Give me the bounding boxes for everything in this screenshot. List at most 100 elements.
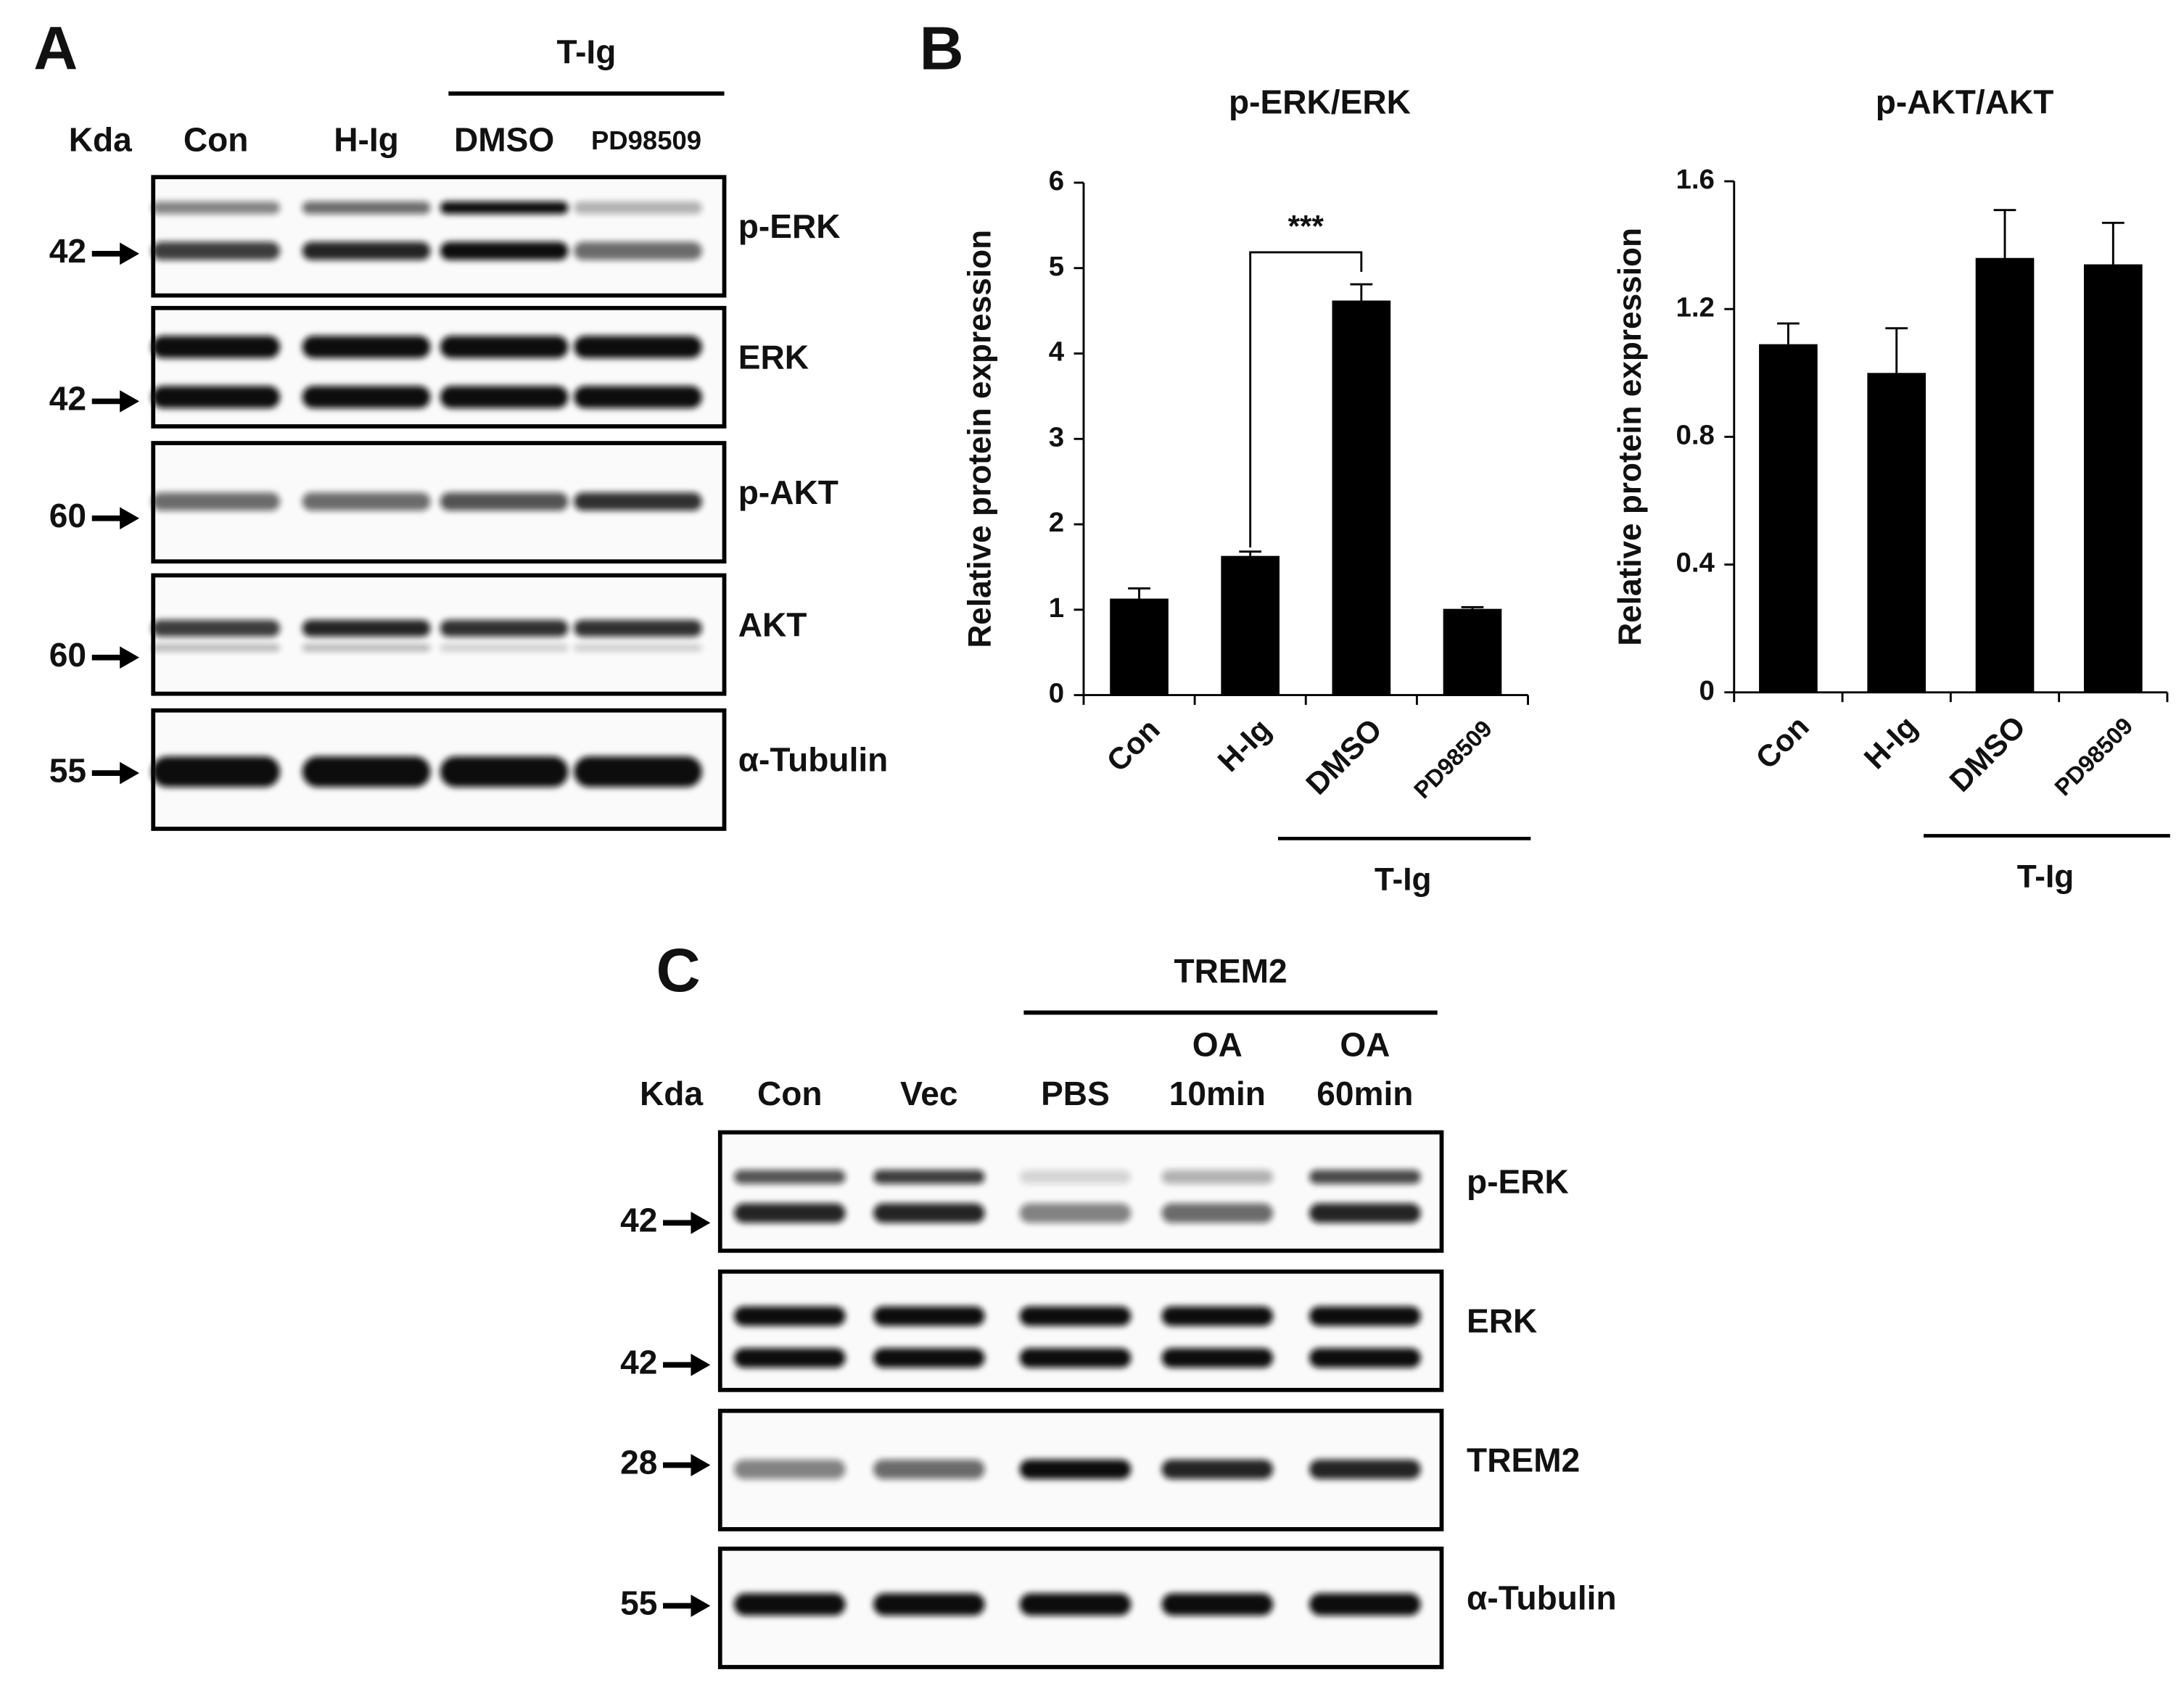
bar — [2083, 264, 2143, 692]
blot-band — [440, 241, 569, 260]
marker-size: 55 — [620, 1584, 657, 1622]
lane-label: PD98509 — [591, 125, 701, 155]
blot-band — [1161, 1459, 1274, 1479]
blot-band — [1309, 1306, 1421, 1326]
blot-band — [152, 201, 280, 215]
group-label: T-Ig — [2017, 859, 2074, 895]
group-label: T-Ig — [1375, 862, 1431, 898]
chart-title: p-AKT/AKT — [1876, 83, 2054, 121]
y-axis-title: Relative protein expression — [962, 230, 997, 648]
blot-band — [302, 241, 431, 260]
blot-band — [1161, 1306, 1274, 1326]
blot-band — [152, 241, 280, 260]
blot-strip — [717, 1408, 1444, 1531]
kda-label: Kda — [640, 1075, 703, 1112]
kda-label: Kda — [69, 120, 132, 158]
marker-size: 60 — [49, 636, 86, 674]
y-tick-label: 2 — [1049, 507, 1064, 538]
bar — [1759, 344, 1818, 692]
blot-band — [574, 756, 702, 787]
blot-band — [440, 492, 569, 511]
bar — [1110, 598, 1169, 695]
blot-band — [1161, 1348, 1274, 1368]
panel-letter: C — [656, 936, 701, 1004]
group-label: TREM2 — [1174, 952, 1287, 990]
blot-band — [1019, 1203, 1132, 1223]
y-tick-label: 3 — [1049, 421, 1064, 452]
error-bar — [1777, 322, 1800, 344]
row-label: ERK — [1467, 1302, 1537, 1340]
error-bar — [1461, 605, 1484, 609]
y-tick-label: 5 — [1049, 251, 1064, 282]
marker-size: 42 — [620, 1202, 657, 1239]
blot-band — [152, 492, 280, 511]
row-label: p-ERK — [1467, 1163, 1569, 1201]
panel-letter: B — [920, 15, 964, 83]
blot-band — [302, 201, 431, 215]
y-tick-label: 0 — [1049, 678, 1064, 709]
blot-band — [574, 644, 702, 652]
blot-band — [574, 492, 702, 511]
lane-label: Vec — [900, 1075, 957, 1112]
blot-band — [873, 1170, 985, 1184]
blot-band — [1161, 1593, 1274, 1616]
blot-band — [1309, 1170, 1421, 1184]
blot-band — [1161, 1203, 1274, 1223]
marker-arrow-head — [120, 646, 140, 669]
significance-label: *** — [1288, 209, 1324, 243]
bar — [1975, 257, 2035, 692]
blot-band — [440, 756, 569, 787]
row-label: AKT — [738, 605, 807, 643]
error-bar — [1350, 283, 1373, 301]
blot-strip — [717, 1546, 1444, 1669]
error-bar — [1128, 587, 1150, 599]
blot-band — [733, 1170, 846, 1184]
blot-frame — [151, 305, 727, 429]
group-label: T-Ig — [556, 33, 616, 70]
row-label: p-AKT — [738, 474, 838, 511]
blot-band — [440, 201, 569, 215]
blot-frame — [151, 175, 727, 298]
blot-band — [1019, 1306, 1132, 1326]
blot-band — [1309, 1203, 1421, 1223]
blot-frame — [717, 1269, 1444, 1392]
blot-band — [302, 386, 431, 409]
marker-arrow-head — [691, 1212, 711, 1234]
blot-band — [1309, 1593, 1421, 1616]
blot-band — [733, 1203, 846, 1223]
blot-strip — [151, 175, 727, 298]
blot-band — [440, 644, 569, 652]
blot-strip — [151, 708, 727, 831]
chart-title: p-ERK/ERK — [1229, 83, 1411, 121]
blot-band — [733, 1348, 846, 1368]
blot-band — [302, 644, 431, 652]
blot-band — [574, 386, 702, 409]
marker-arrow-head — [120, 242, 140, 265]
blot-band — [302, 619, 431, 637]
row-label: α-Tubulin — [1467, 1579, 1617, 1617]
marker-arrow-head — [120, 761, 140, 785]
error-bar — [1885, 327, 1908, 373]
bar — [1867, 373, 1927, 692]
y-tick-label: 1.2 — [1676, 292, 1714, 323]
blot-strip — [717, 1269, 1444, 1392]
blot-strip — [151, 305, 727, 429]
blot-band — [733, 1459, 846, 1479]
blot-band — [440, 386, 569, 409]
lane-label: H-Ig — [334, 120, 399, 158]
lane-label: DMSO — [454, 120, 554, 158]
marker-size: 42 — [49, 380, 86, 418]
blot-band — [574, 201, 702, 215]
y-tick-label: 1 — [1049, 592, 1064, 624]
blot-band — [152, 619, 280, 637]
lane-label: 10min — [1169, 1075, 1266, 1112]
marker-arrow-head — [691, 1454, 711, 1476]
lane-label: OA — [1340, 1026, 1390, 1064]
bar — [1221, 555, 1280, 695]
blot-band — [873, 1306, 985, 1326]
lane-label: 60min — [1316, 1075, 1413, 1112]
blot-band — [733, 1306, 846, 1326]
blot-band — [1019, 1459, 1132, 1479]
blot-band — [574, 336, 702, 358]
